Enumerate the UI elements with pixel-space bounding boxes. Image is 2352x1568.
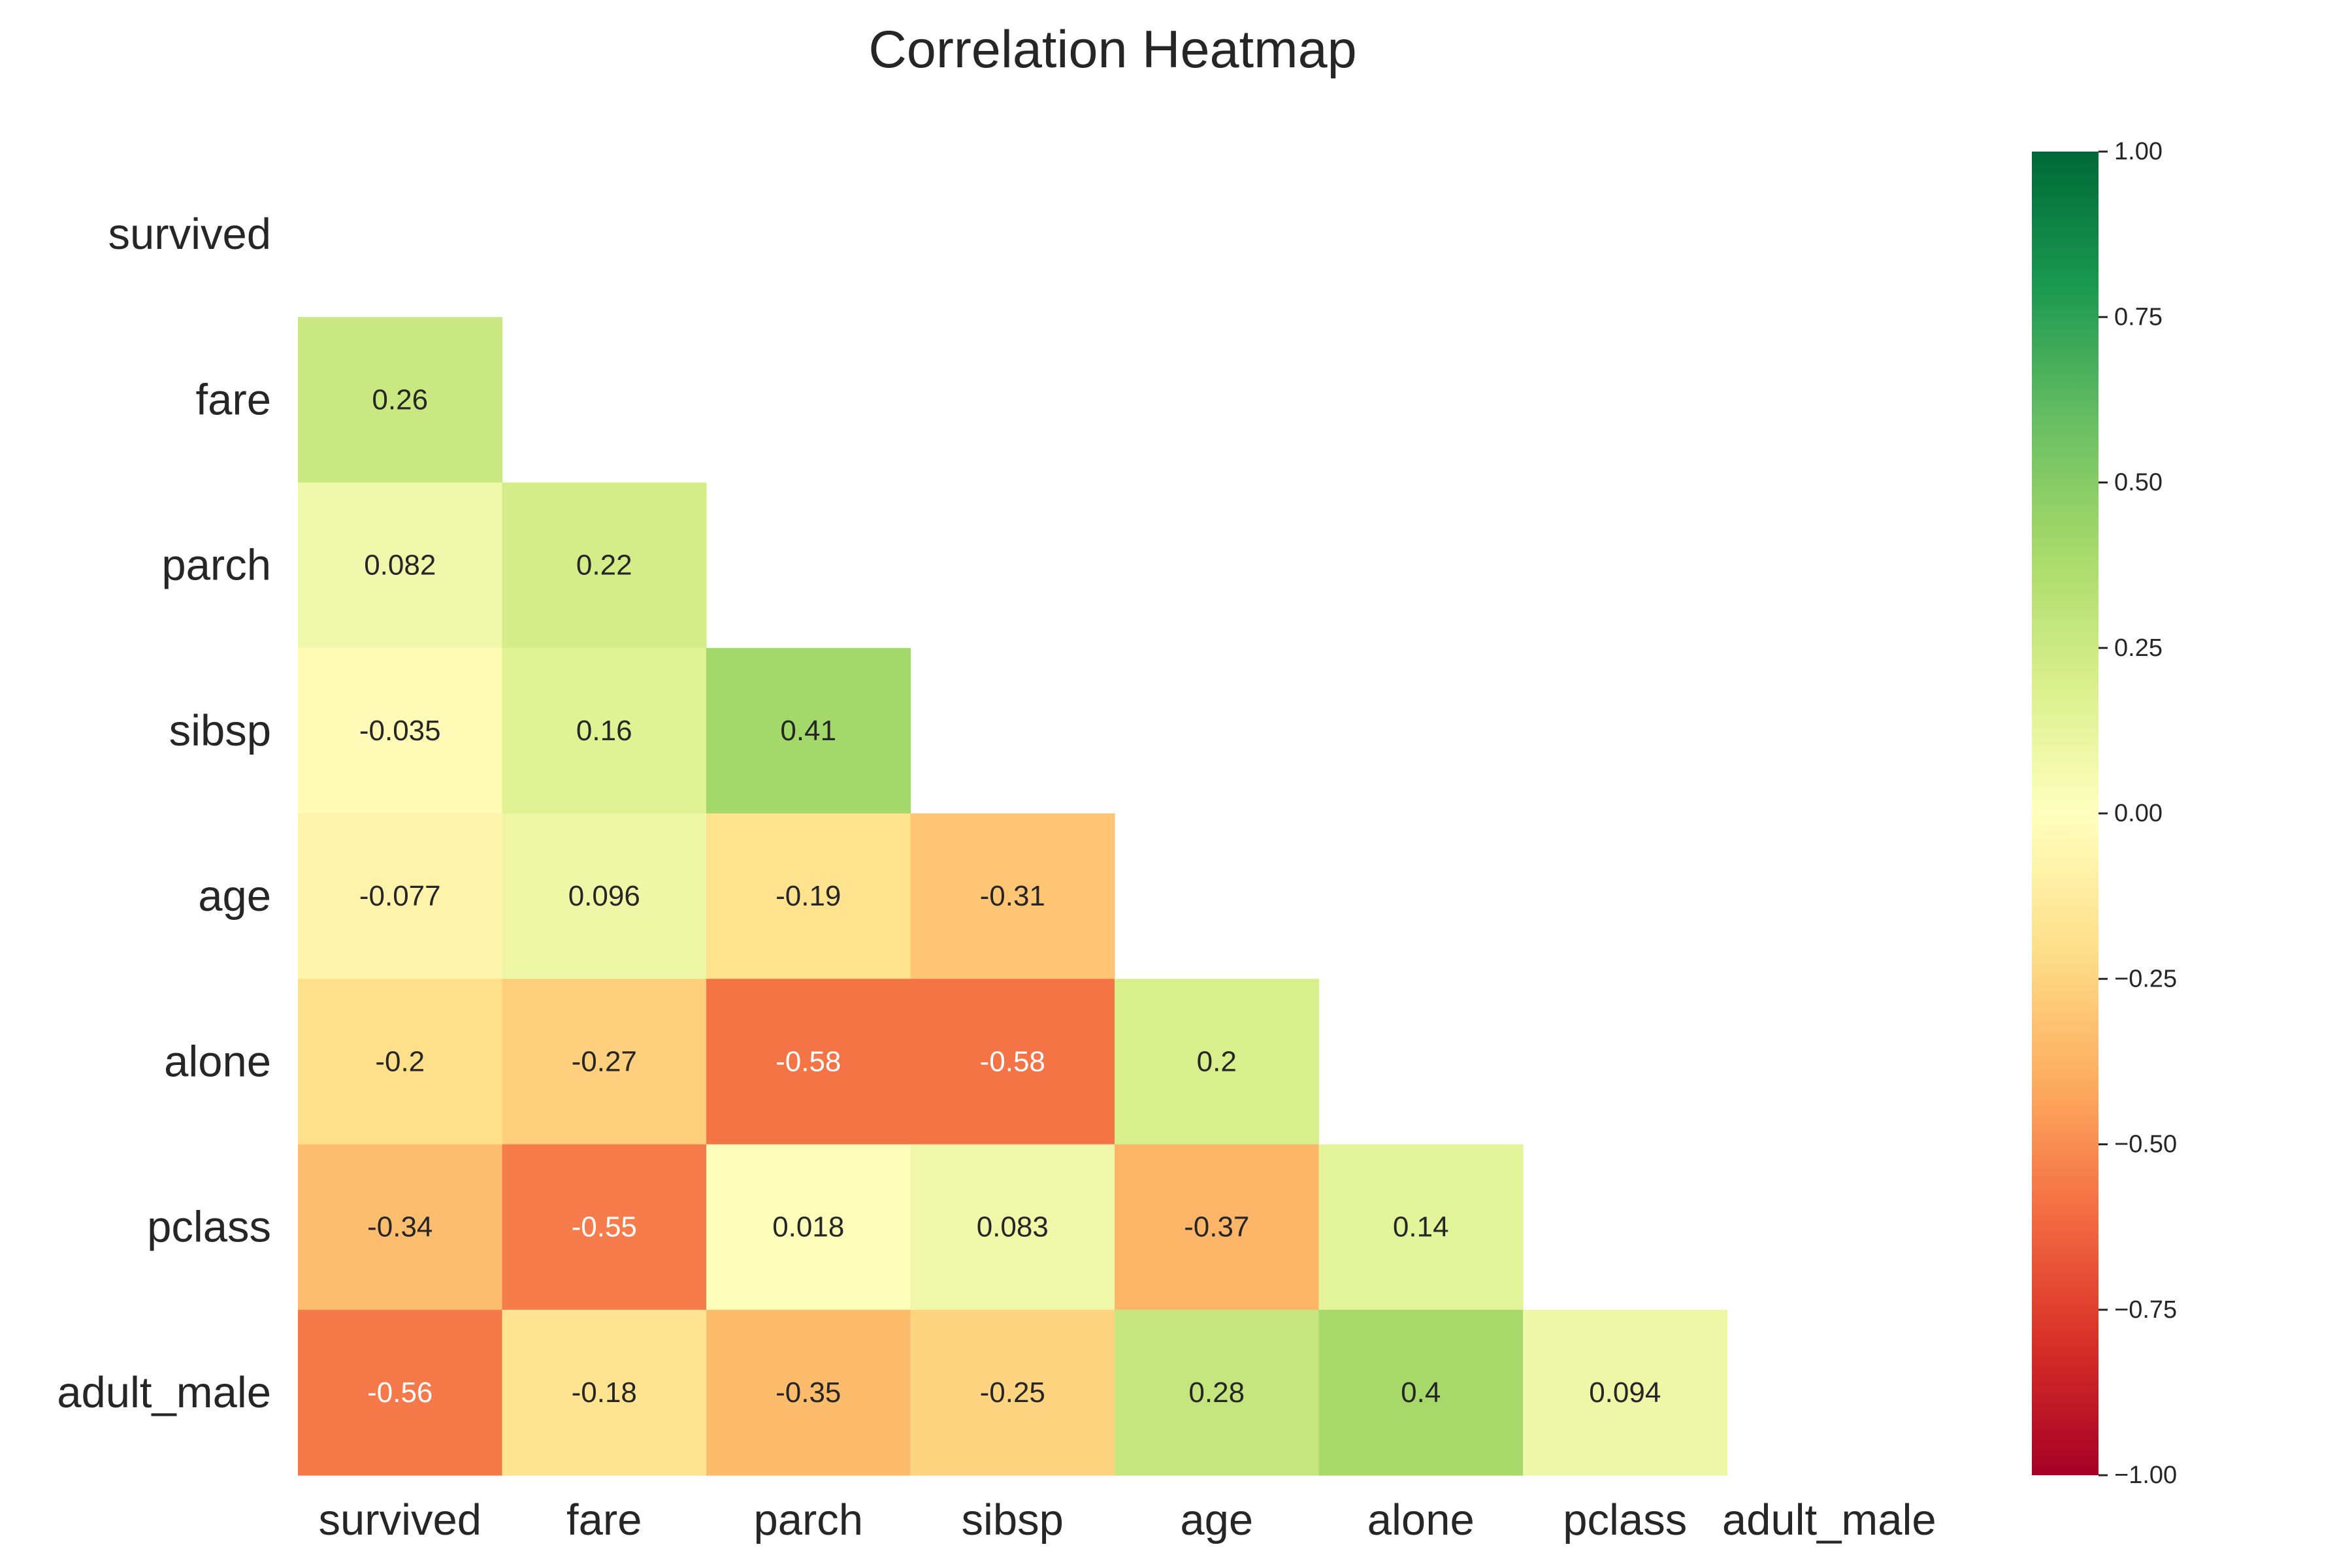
heatmap-cell-sibsp-parch xyxy=(706,647,911,814)
colorbar-tick-label: −0.25 xyxy=(2114,965,2177,992)
heatmap-cell-age-fare xyxy=(502,813,707,979)
heatmap-cell-alone-fare xyxy=(502,979,707,1145)
cell-value-label: 0.4 xyxy=(1401,1377,1441,1409)
column-label-age: age xyxy=(1180,1495,1253,1544)
column-label-survived: survived xyxy=(319,1495,482,1544)
cell-value-label: -0.37 xyxy=(1184,1211,1249,1243)
cell-value-label: 0.26 xyxy=(372,384,428,416)
row-labels: survived fare parch sibsp age alone pclass adul… xyxy=(57,210,271,1417)
colorbar-tick-label: −0.50 xyxy=(2114,1131,2177,1158)
heatmap-cell-alone-sibsp xyxy=(910,979,1115,1145)
colorbar-tick-label: −0.75 xyxy=(2114,1296,2177,1324)
column-label-adult_male: adult_male xyxy=(1722,1495,1936,1544)
heatmap-cell-pclass-sibsp xyxy=(910,1144,1115,1311)
heatmap-cell-age-sibsp xyxy=(910,813,1115,979)
heatmap-cell-age-survived xyxy=(298,813,503,979)
heatmap-cell-pclass-fare xyxy=(502,1144,707,1311)
cell-value-label: -0.19 xyxy=(776,880,841,912)
cell-value-label: -0.25 xyxy=(980,1377,1045,1409)
column-label-alone: alone xyxy=(1367,1495,1475,1544)
heatmap-cell-parch-fare xyxy=(502,482,707,649)
cell-value-label: 0.28 xyxy=(1188,1377,1245,1409)
cell-value-label: -0.34 xyxy=(367,1211,433,1243)
cell-value-label: 0.22 xyxy=(576,549,632,581)
column-labels: survived fare parch sibsp age alone pclass adul… xyxy=(319,1495,1936,1544)
heatmap-cell-pclass-survived xyxy=(298,1144,503,1311)
cell-value-label: -0.035 xyxy=(359,715,441,747)
column-label-fare: fare xyxy=(566,1495,642,1544)
colorbar-ticks: 1.00 0.75 0.50 0.25 0.00 −0.25 −0.50 −0.75 −1.00 xyxy=(2099,138,2177,1489)
colorbar-tick-label: 0.75 xyxy=(2114,303,2163,331)
heatmap-cell-pclass-parch xyxy=(706,1144,911,1311)
cell-value-label: 0.082 xyxy=(364,549,436,581)
cell-value-label: 0.14 xyxy=(1393,1211,1449,1243)
heatmap-cells xyxy=(298,317,1728,1476)
colorbar-tick-label: −1.00 xyxy=(2114,1462,2177,1489)
colorbar xyxy=(2032,152,2099,1475)
row-label-survived: survived xyxy=(108,210,271,259)
cell-value-label: -0.2 xyxy=(375,1045,425,1077)
row-label-parch: parch xyxy=(161,541,271,590)
heatmap-cell-adult_male-sibsp xyxy=(910,1309,1115,1476)
heatmap-cell-adult_male-age xyxy=(1115,1309,1320,1476)
colorbar-tick-label: 0.25 xyxy=(2114,634,2163,662)
colorbar-tick-label: 0.50 xyxy=(2114,469,2163,497)
heatmap-cell-sibsp-survived xyxy=(298,647,503,814)
row-label-sibsp: sibsp xyxy=(169,706,271,755)
cell-value-label: -0.58 xyxy=(776,1045,841,1077)
row-label-adult_male: adult_male xyxy=(57,1368,271,1417)
row-label-fare: fare xyxy=(196,375,271,424)
heatmap-cell-adult_male-parch xyxy=(706,1309,911,1476)
heatmap-cell-adult_male-alone xyxy=(1318,1309,1524,1476)
cell-value-label: 0.083 xyxy=(977,1211,1049,1243)
cell-value-label: -0.27 xyxy=(572,1045,637,1077)
heatmap-cell-adult_male-fare xyxy=(502,1309,707,1476)
heatmap-cell-adult_male-pclass xyxy=(1523,1309,1728,1476)
cell-value-label: -0.58 xyxy=(980,1045,1045,1077)
heatmap-cell-alone-survived xyxy=(298,979,503,1145)
cell-value-label: -0.35 xyxy=(776,1377,841,1409)
heatmap-cell-alone-parch xyxy=(706,979,911,1145)
cell-value-label: 0.2 xyxy=(1197,1045,1237,1077)
heatmap-cell-labels: 0.26 0.082 0.22 -0.035 0.16 0.41 -0.077 0.096 -0… xyxy=(359,384,1661,1409)
heatmap-cell-sibsp-fare xyxy=(502,647,707,814)
column-label-pclass: pclass xyxy=(1563,1495,1687,1544)
colorbar-tick-label: 1.00 xyxy=(2114,138,2163,165)
heatmap-cell-parch-survived xyxy=(298,482,503,649)
row-label-pclass: pclass xyxy=(147,1203,271,1252)
heatmap-cell-pclass-alone xyxy=(1318,1144,1524,1311)
chart-title: Correlation Heatmap xyxy=(868,20,1356,79)
heatmap-cell-pclass-age xyxy=(1115,1144,1320,1311)
cell-value-label: -0.077 xyxy=(359,880,441,912)
colorbar-tick-label: 0.00 xyxy=(2114,800,2163,827)
row-label-age: age xyxy=(198,872,271,921)
heatmap-cell-alone-age xyxy=(1115,979,1320,1145)
cell-value-label: 0.018 xyxy=(772,1211,844,1243)
cell-value-label: 0.094 xyxy=(1589,1377,1661,1409)
column-label-sibsp: sibsp xyxy=(962,1495,1064,1544)
cell-value-label: -0.18 xyxy=(572,1377,637,1409)
heatmap-cell-fare-survived xyxy=(298,317,503,483)
cell-value-label: -0.56 xyxy=(367,1377,433,1409)
column-label-parch: parch xyxy=(753,1495,863,1544)
heatmap-cell-age-parch xyxy=(706,813,911,979)
cell-value-label: 0.096 xyxy=(568,880,640,912)
row-label-alone: alone xyxy=(164,1037,271,1086)
cell-value-label: 0.16 xyxy=(576,715,632,747)
heatmap-cell-adult_male-survived xyxy=(298,1309,503,1476)
cell-value-label: -0.31 xyxy=(980,880,1045,912)
cell-value-label: -0.55 xyxy=(572,1211,637,1243)
cell-value-label: 0.41 xyxy=(780,715,836,747)
